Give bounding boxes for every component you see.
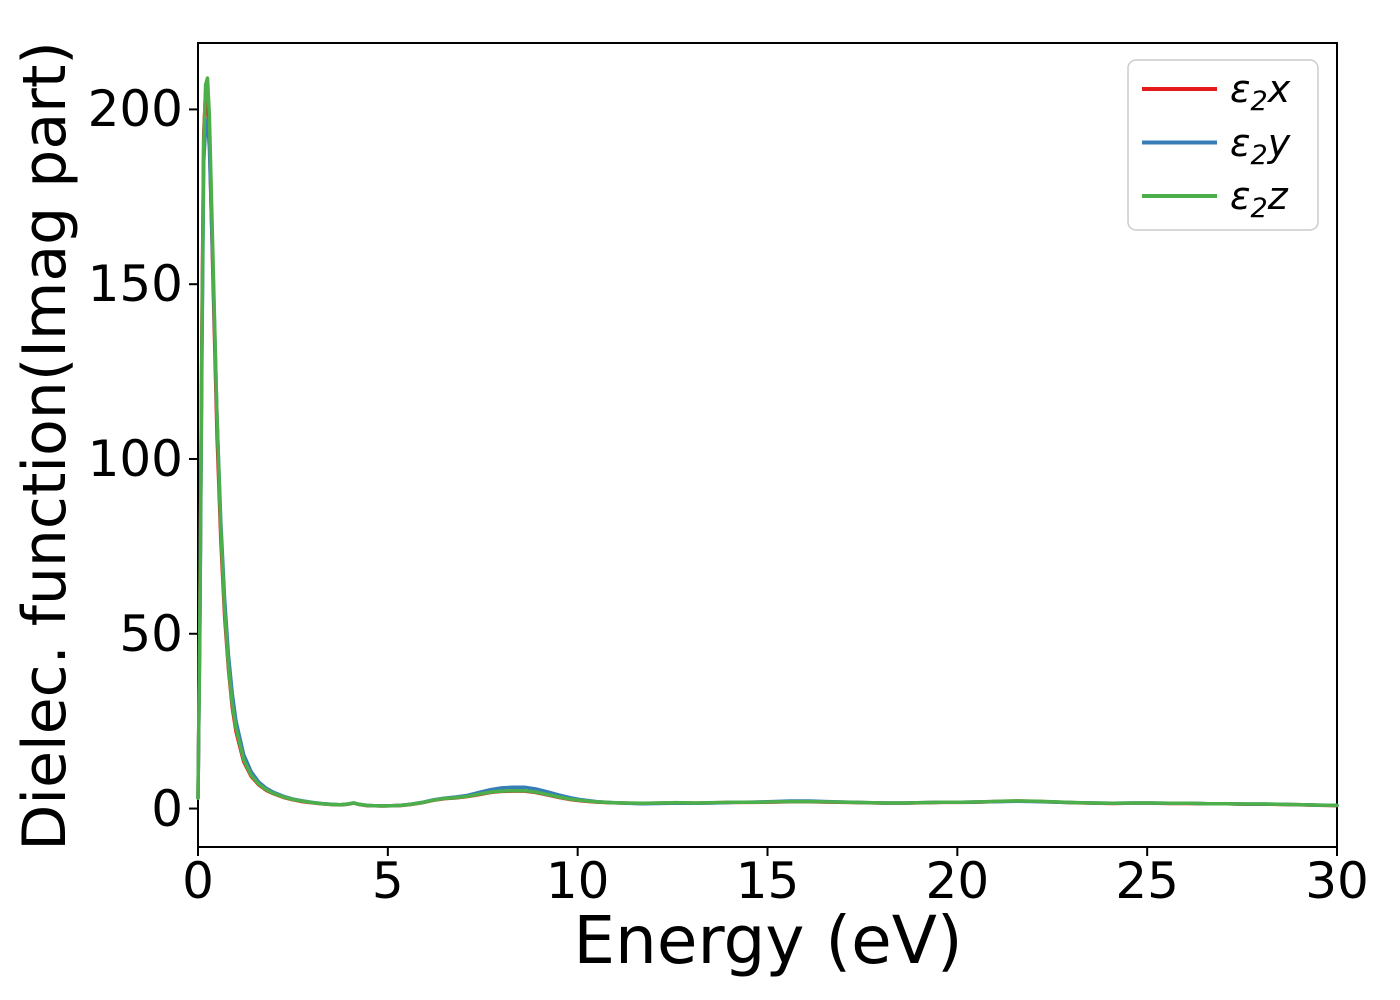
legend-label-y: ε2y (1230, 120, 1291, 171)
y-tick-label: 0 (151, 779, 183, 838)
x-tick-label: 20 (925, 852, 990, 910)
x-tick-label: 30 (1305, 852, 1369, 910)
x-tick-label: 25 (1115, 852, 1179, 910)
y-tick-label: 100 (87, 429, 183, 488)
x-tick-label: 10 (545, 852, 610, 910)
x-tick-label: 5 (371, 852, 404, 910)
legend-box (1127, 59, 1319, 231)
y-tick-label: 50 (119, 604, 183, 663)
legend-label-x: ε2x (1230, 67, 1291, 117)
y-tick-label: 150 (87, 255, 183, 314)
x-tick-label: 15 (735, 852, 800, 910)
x-axis-label: Energy (eV) (573, 902, 963, 979)
y-tick-label: 200 (87, 80, 183, 139)
legend-label-z: ε2z (1230, 174, 1288, 224)
x-tick-label: 0 (182, 852, 214, 910)
series-line-ε2z (196, 76, 1339, 808)
